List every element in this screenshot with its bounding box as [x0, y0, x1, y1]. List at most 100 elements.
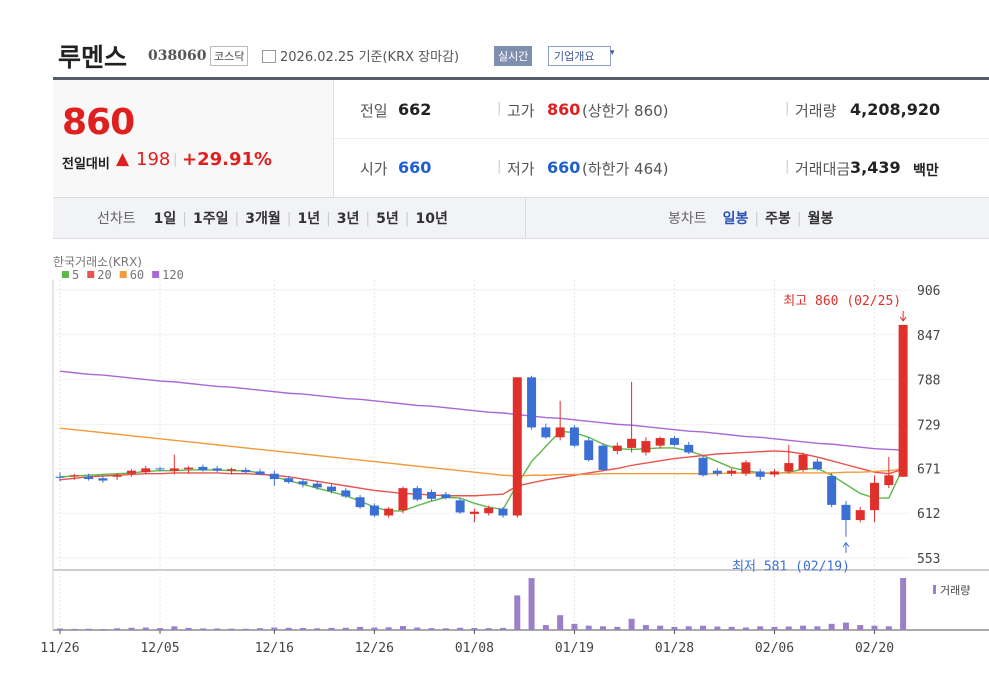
candle-body — [512, 377, 522, 516]
change: 198 — [136, 149, 171, 170]
legend-swatch — [152, 271, 160, 278]
x-tick-label: 12/16 — [255, 641, 294, 656]
up-icon: ▲ — [116, 149, 130, 169]
volume-bar — [442, 628, 449, 630]
y-tick-label: 847 — [917, 329, 940, 344]
volume-bar — [99, 629, 106, 630]
candle-body — [184, 467, 194, 470]
candle-body — [469, 511, 479, 514]
volume-bar — [871, 625, 878, 630]
period-tab[interactable]: 10년 — [415, 211, 448, 227]
volume-bar — [857, 625, 864, 630]
volume-bar — [614, 626, 621, 630]
period-tab[interactable]: 월봉 — [807, 211, 834, 227]
volume-bar — [585, 625, 592, 630]
candle-body — [584, 440, 594, 461]
candle-body — [198, 466, 208, 470]
separator: | — [404, 211, 410, 227]
high-annotation: 최고 860 (02/25) — [783, 294, 901, 309]
volume-bar — [757, 626, 764, 630]
volume-bar — [671, 626, 678, 630]
x-tick-label: 02/20 — [855, 641, 894, 656]
volume-bar — [728, 626, 735, 630]
volume-bar — [57, 628, 63, 630]
candle-body — [712, 470, 722, 474]
divider — [53, 77, 989, 80]
ma-line — [59, 370, 904, 451]
source: 한국거래소(KRX) — [53, 255, 142, 269]
stat-label: 고가 — [507, 102, 535, 120]
candle-body — [827, 476, 837, 505]
volume-bar — [514, 595, 521, 630]
volume-bar — [557, 615, 564, 630]
volume-bar — [685, 626, 692, 630]
separator: | — [785, 101, 790, 116]
candle-body — [69, 475, 79, 477]
candle-body — [798, 454, 808, 470]
candle-body — [355, 497, 365, 508]
volume-bar — [814, 626, 821, 630]
separator: | — [326, 211, 331, 227]
candle-body — [384, 508, 394, 516]
separator: | — [754, 211, 760, 227]
volume-bar — [471, 628, 478, 630]
overview-button[interactable]: 기업개요 — [548, 46, 612, 66]
legend-swatch — [87, 271, 95, 278]
legend-swatch — [62, 271, 69, 278]
candle-body — [412, 488, 422, 500]
period-tab[interactable]: 1일 — [153, 211, 177, 227]
candle-body — [84, 476, 94, 480]
arrow — [899, 310, 907, 322]
candle-body — [398, 488, 408, 511]
separator: | — [182, 211, 187, 227]
volume-bar — [328, 627, 335, 630]
candle-body — [598, 445, 608, 470]
x-tick-label: 01/08 — [455, 641, 494, 656]
candle-body — [141, 468, 151, 473]
period-tab[interactable]: 5년 — [376, 211, 399, 227]
separator: | — [796, 211, 802, 227]
candle-body — [855, 510, 865, 521]
legend-label: 120 — [162, 268, 184, 282]
candle-body — [870, 482, 880, 511]
volume-bar — [185, 627, 192, 630]
period-tab[interactable]: 3년 — [336, 211, 360, 227]
candle-body — [770, 471, 779, 475]
candle-body — [55, 476, 65, 478]
separator: | — [286, 211, 292, 227]
volume-bar — [314, 628, 321, 630]
volume-bar — [199, 628, 206, 630]
period-tab[interactable]: 1년 — [297, 211, 321, 227]
arrow — [842, 541, 850, 553]
candle-body — [698, 457, 708, 476]
period-tab[interactable]: 1주일 — [192, 211, 229, 227]
volume-bar — [414, 627, 421, 630]
candle-body — [498, 508, 508, 516]
volume-bar — [128, 627, 135, 630]
period-tab[interactable]: 일봉 — [722, 211, 749, 227]
realtime-button[interactable]: 실시간 — [494, 46, 533, 66]
candle-body — [455, 500, 465, 513]
separator: | — [497, 101, 502, 116]
row-divider — [334, 138, 989, 139]
separator: | — [173, 152, 178, 167]
calendar-icon — [262, 50, 276, 63]
candle-body — [541, 427, 551, 438]
volume-bar — [214, 628, 221, 630]
candle-body — [484, 507, 494, 514]
stock-name: 루멘스 — [58, 43, 128, 72]
volume-bar — [842, 622, 849, 630]
stat-value: 660 — [398, 158, 432, 177]
period-tab[interactable]: 3개월 — [245, 211, 281, 227]
quote-panel — [53, 80, 334, 197]
volume-bar — [142, 627, 149, 630]
y-tick-label: 553 — [917, 552, 940, 567]
candle-body — [269, 473, 279, 480]
candle-body — [569, 427, 579, 446]
volume-bar — [157, 628, 164, 630]
volume-bar — [399, 626, 406, 630]
candle-body — [655, 438, 665, 446]
period-tab[interactable]: 주봉 — [765, 211, 791, 227]
stat-label: 시가 — [360, 160, 388, 178]
